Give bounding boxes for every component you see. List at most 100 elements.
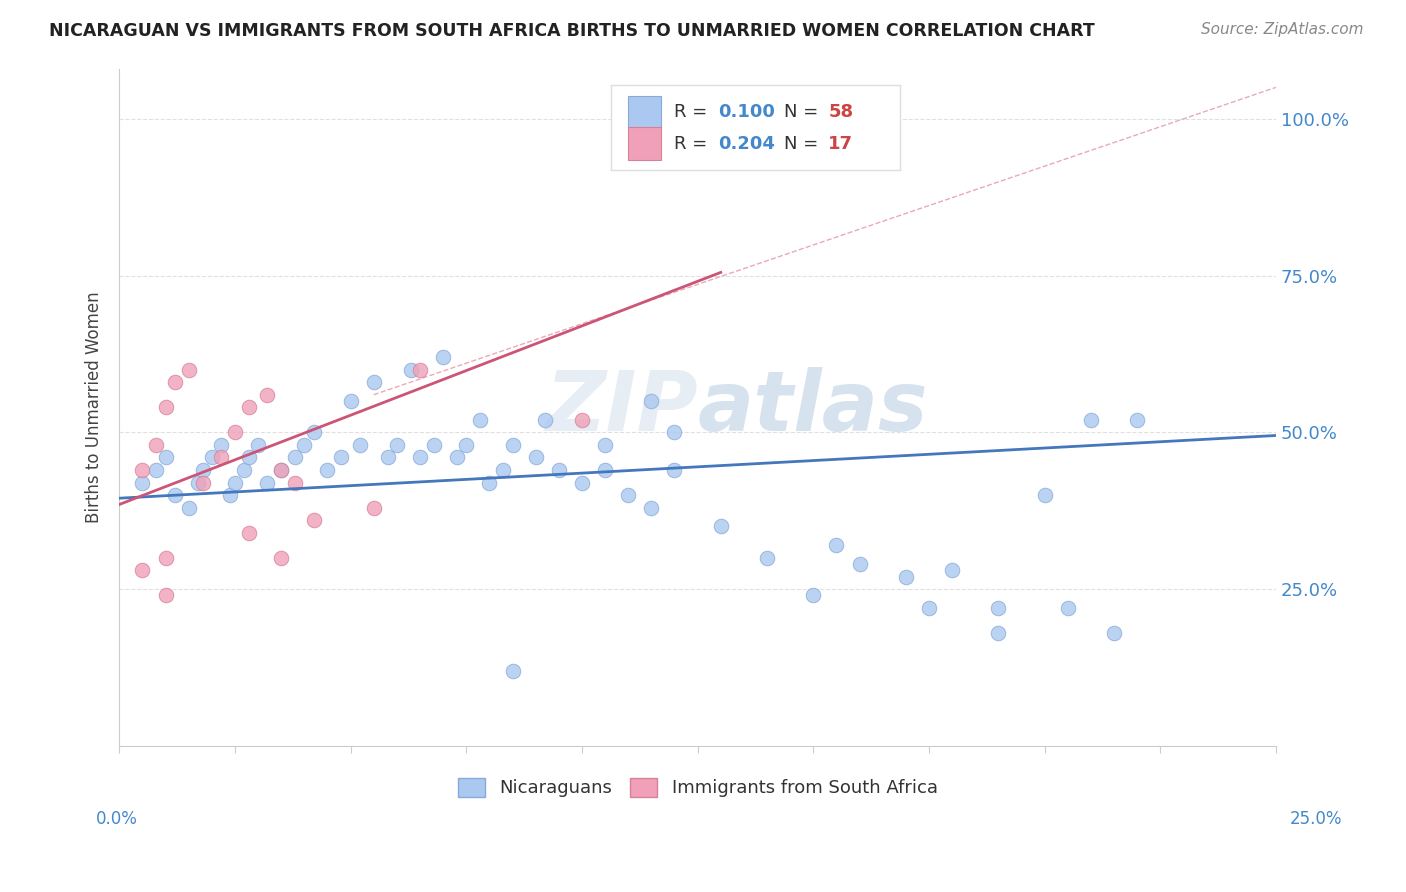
Legend: Nicaraguans, Immigrants from South Africa: Nicaraguans, Immigrants from South Afric… [450, 771, 945, 805]
Point [571, 413, 593, 427]
Point [224, 425, 246, 440]
Text: 58: 58 [828, 103, 853, 121]
Point [270, 463, 292, 477]
Text: Source: ZipAtlas.com: Source: ZipAtlas.com [1201, 22, 1364, 37]
Point [432, 350, 454, 364]
Text: atlas: atlas [697, 367, 928, 448]
Point [894, 569, 917, 583]
Point [131, 563, 153, 577]
Point [1033, 488, 1056, 502]
Point [256, 387, 278, 401]
Point [219, 488, 242, 502]
Text: NICARAGUAN VS IMMIGRANTS FROM SOUTH AFRICA BIRTHS TO UNMARRIED WOMEN CORRELATION: NICARAGUAN VS IMMIGRANTS FROM SOUTH AFRI… [49, 22, 1095, 40]
Point [131, 475, 153, 490]
Point [470, 413, 492, 427]
Point [256, 475, 278, 490]
Point [302, 425, 325, 440]
Point [502, 438, 524, 452]
Point [284, 475, 307, 490]
Point [191, 463, 214, 477]
Text: R =: R = [675, 103, 713, 121]
Text: N =: N = [785, 136, 824, 153]
FancyBboxPatch shape [610, 86, 900, 170]
Point [377, 450, 399, 465]
Point [247, 438, 270, 452]
Point [209, 438, 232, 452]
Point [524, 450, 547, 465]
Text: 17: 17 [828, 136, 853, 153]
Point [233, 463, 256, 477]
Point [284, 450, 307, 465]
Point [238, 450, 260, 465]
Point [270, 463, 292, 477]
Point [492, 463, 515, 477]
Point [177, 362, 200, 376]
Point [238, 525, 260, 540]
Point [177, 500, 200, 515]
Text: 25.0%: 25.0% [1291, 810, 1343, 828]
Point [155, 450, 177, 465]
Point [918, 601, 941, 615]
Point [163, 375, 186, 389]
Point [710, 519, 733, 533]
Point [446, 450, 468, 465]
Text: 0.0%: 0.0% [96, 810, 138, 828]
Text: 0.204: 0.204 [718, 136, 775, 153]
Point [848, 557, 870, 571]
Point [825, 538, 848, 552]
FancyBboxPatch shape [628, 95, 661, 128]
Point [349, 438, 371, 452]
Point [756, 550, 779, 565]
Point [238, 401, 260, 415]
Point [131, 463, 153, 477]
Point [330, 450, 353, 465]
Point [191, 475, 214, 490]
Point [1102, 626, 1125, 640]
Point [209, 450, 232, 465]
Point [664, 425, 686, 440]
Text: R =: R = [675, 136, 713, 153]
Point [292, 438, 315, 452]
Point [155, 401, 177, 415]
Point [399, 362, 422, 376]
Point [409, 362, 432, 376]
Point [1056, 601, 1078, 615]
Point [339, 394, 361, 409]
Point [617, 488, 640, 502]
Point [502, 664, 524, 678]
Point [155, 550, 177, 565]
Point [593, 438, 616, 452]
Point [547, 463, 569, 477]
Point [1126, 413, 1149, 427]
Point [363, 500, 385, 515]
Point [145, 438, 167, 452]
Point [385, 438, 408, 452]
Point [593, 463, 616, 477]
Point [987, 601, 1010, 615]
Point [456, 438, 478, 452]
Text: 0.100: 0.100 [718, 103, 775, 121]
Point [941, 563, 963, 577]
Point [201, 450, 224, 465]
Text: ZIP: ZIP [546, 367, 697, 448]
Point [478, 475, 501, 490]
Point [163, 488, 186, 502]
Point [664, 463, 686, 477]
Point [640, 394, 662, 409]
Point [155, 589, 177, 603]
Point [1080, 413, 1102, 427]
Point [423, 438, 446, 452]
Point [987, 626, 1010, 640]
Point [316, 463, 339, 477]
FancyBboxPatch shape [628, 128, 661, 160]
Point [224, 475, 246, 490]
Point [571, 475, 593, 490]
Point [640, 500, 662, 515]
Point [801, 589, 824, 603]
Text: N =: N = [785, 103, 824, 121]
Point [409, 450, 432, 465]
Y-axis label: Births to Unmarried Women: Births to Unmarried Women [86, 292, 103, 523]
Point [145, 463, 167, 477]
Point [270, 550, 292, 565]
Point [534, 413, 557, 427]
